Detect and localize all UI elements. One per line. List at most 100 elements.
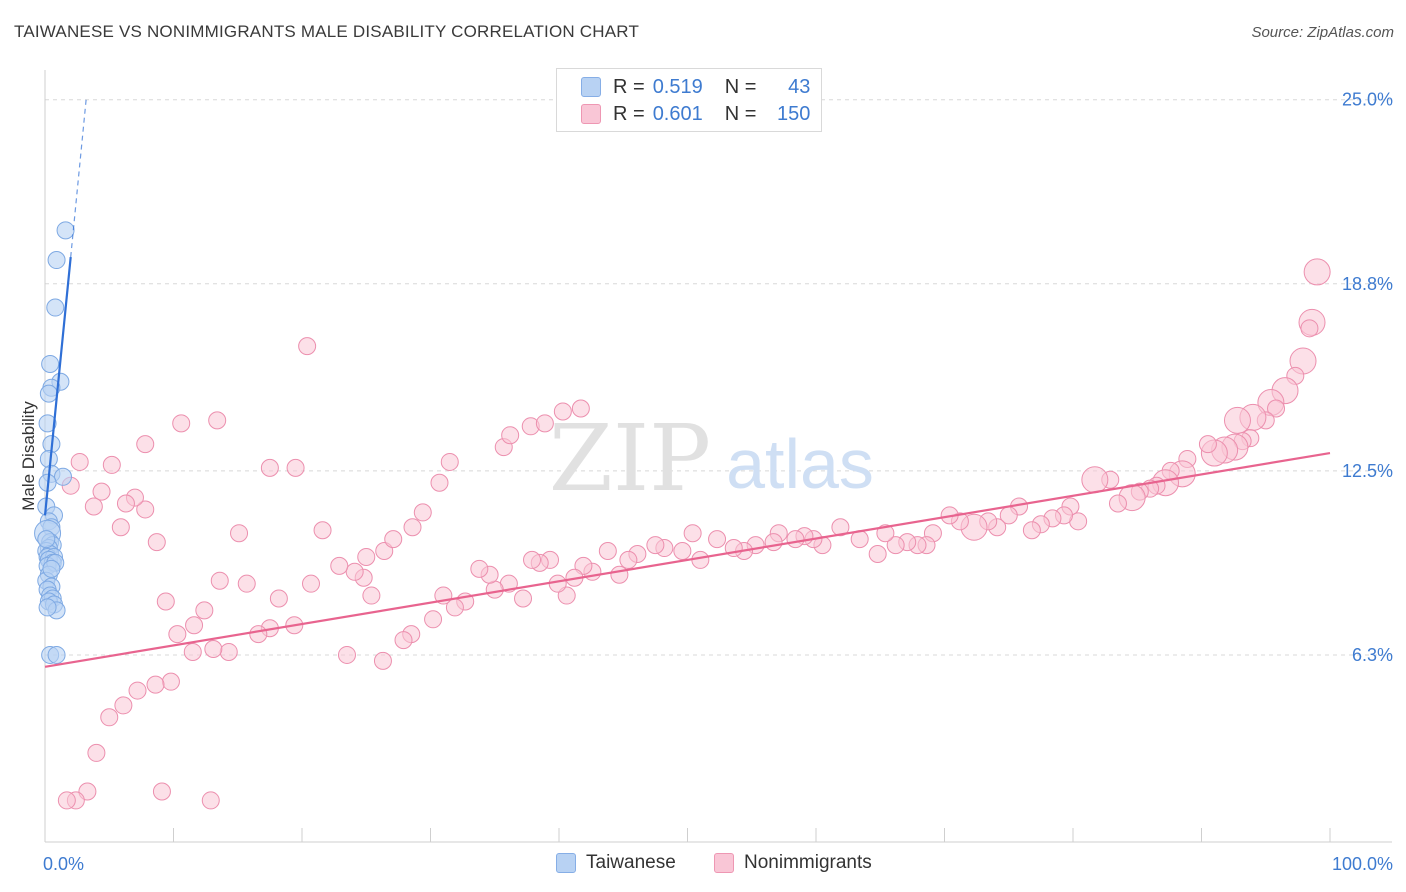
nonimmigrants-point — [156, 592, 175, 611]
nonimmigrants-point — [470, 559, 489, 578]
nonimmigrants-point — [147, 533, 166, 552]
legend-item-nonimmigrants[interactable]: Nonimmigrants — [714, 852, 872, 874]
legend-n-value: 43 — [788, 75, 811, 98]
nonimmigrants-point — [230, 524, 249, 543]
y-tick-label: 18.8% — [1342, 274, 1393, 294]
nonimmigrants-point — [204, 640, 223, 658]
correlation-legend: R = 0.519 N = 43 R = 0.601 N = 150 — [556, 68, 822, 132]
nonimmigrants-point — [168, 625, 187, 644]
trend-lines — [43, 99, 1331, 668]
nonimmigrants-point — [548, 574, 567, 593]
nonimmigrants-point — [313, 521, 332, 540]
y-tick-label: 25.0% — [1342, 90, 1393, 110]
series-legend: Taiwanese Nonimmigrants — [0, 850, 1406, 878]
y-tick-label: 6.3% — [1352, 645, 1393, 665]
nonimmigrants-point — [57, 791, 76, 810]
nonimmigrants-point — [201, 791, 220, 810]
taiwanese-point — [39, 384, 58, 403]
nonimmigrants-point — [152, 782, 171, 801]
taiwanese-trend-line — [43, 256, 72, 516]
nonimmigrants-point — [100, 708, 119, 727]
taiwanese-point — [39, 449, 58, 468]
nonimmigrants-point — [185, 616, 204, 635]
nonimmigrants-point — [219, 642, 238, 661]
taiwanese-point — [53, 467, 72, 486]
nonimmigrants-point — [362, 586, 381, 605]
legend-n-label: N = — [724, 75, 757, 98]
nonimmigrants-point — [1303, 258, 1331, 286]
legend-n-label: N = — [724, 102, 757, 125]
tick-labels: 6.3% 12.5% 18.8% 25.0% 0.0% 100.0% — [43, 90, 1393, 874]
taiwanese-point — [42, 559, 61, 578]
nonimmigrants-point — [501, 426, 520, 445]
nonimmigrants-swatch — [714, 853, 734, 873]
legend-label-taiwanese: Taiwanese — [586, 852, 676, 873]
nonimmigrants-trend-line — [44, 451, 1331, 668]
nonimmigrants-point — [345, 562, 364, 581]
source-label: Source: ZipAtlas.com — [1251, 24, 1394, 41]
taiwanese-point — [38, 598, 57, 617]
nonimmigrants-point — [535, 414, 554, 433]
nonimmigrants-point — [610, 565, 629, 584]
y-axis-label: Male Disability — [19, 401, 38, 511]
nonimmigrants-point — [136, 500, 155, 519]
nonimmigrants-point — [208, 411, 227, 430]
nonimmigrants-point — [286, 458, 305, 477]
nonimmigrants-point — [646, 536, 665, 555]
nonimmigrants-point — [146, 675, 165, 694]
chart-title: TAIWANESE VS NONIMMIGRANTS MALE DISABILI… — [14, 22, 640, 41]
nonimmigrants-point — [876, 524, 895, 543]
nonimmigrants-point — [337, 645, 356, 664]
legend-item-taiwanese[interactable]: Taiwanese — [556, 852, 676, 874]
taiwanese-point — [47, 645, 66, 664]
nonimmigrants-point — [116, 494, 135, 513]
taiwanese-point — [37, 530, 56, 549]
nonimmigrants-point — [430, 473, 449, 492]
nonimmigrants-point — [886, 536, 905, 555]
nonimmigrants-point — [1198, 435, 1217, 454]
nonimmigrants-point — [111, 518, 130, 537]
nonimmigrants-point — [172, 414, 191, 433]
nonimmigrants-point — [298, 337, 317, 356]
nonimmigrants-point — [764, 533, 783, 552]
nonimmigrants-point — [373, 651, 392, 670]
nonimmigrants-point — [260, 458, 279, 477]
taiwanese-point — [46, 298, 65, 317]
nonimmigrants-point — [1022, 521, 1041, 540]
nonimmigrants-point — [440, 452, 459, 471]
nonimmigrants-point — [394, 631, 413, 650]
y-tick-label: 12.5% — [1342, 461, 1393, 481]
nonimmigrants-point — [598, 542, 617, 561]
nonimmigrants-point — [136, 435, 155, 454]
nonimmigrants-point — [523, 550, 542, 569]
nonimmigrants-point — [237, 574, 256, 593]
taiwanese-point — [38, 414, 57, 433]
nonimmigrants-point — [514, 589, 533, 608]
legend-r-value: 0.519 — [652, 75, 703, 98]
nonimmigrants-point — [403, 518, 422, 537]
legend-label-nonimmigrants: Nonimmigrants — [744, 852, 872, 873]
watermark: ZIP atlas — [549, 405, 874, 512]
nonimmigrants-point — [831, 518, 850, 537]
nonimmigrants-point — [87, 743, 106, 762]
nonimmigrants-point — [330, 556, 349, 575]
nonimmigrants-point — [413, 503, 432, 522]
nonimmigrants-point — [424, 610, 443, 629]
watermark-zip: ZIP — [549, 405, 711, 512]
nonimmigrants-points — [57, 258, 1331, 810]
nonimmigrants-point — [84, 497, 103, 516]
nonimmigrants-point — [691, 550, 710, 569]
nonimmigrants-point — [1081, 466, 1109, 494]
nonimmigrants-point — [183, 642, 202, 661]
nonimmigrants-point — [1300, 319, 1319, 338]
nonimmigrants-point — [683, 524, 702, 543]
x-tick-label: 100.0% — [1332, 854, 1393, 874]
nonimmigrants-point — [786, 530, 805, 549]
taiwanese-point — [47, 251, 66, 270]
nonimmigrants-point — [708, 530, 727, 549]
nonimmigrants-point — [249, 625, 268, 644]
x-tick-label: 0.0% — [43, 854, 84, 874]
nonimmigrants-swatch — [581, 104, 601, 124]
nonimmigrants-point — [384, 530, 403, 549]
